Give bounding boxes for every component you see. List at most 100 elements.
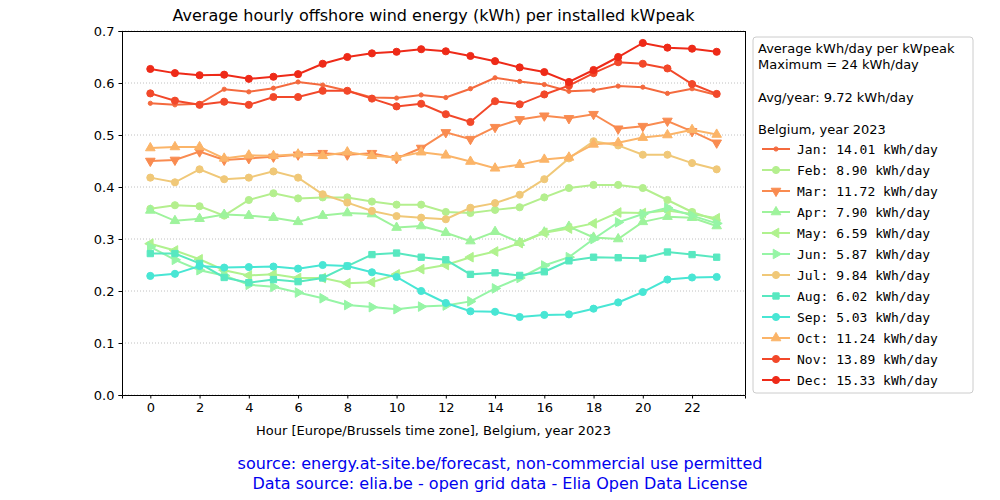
x-tick-mark bbox=[298, 395, 299, 399]
series-marker bbox=[392, 152, 402, 160]
x-tick-label: 16 bbox=[537, 400, 554, 415]
series-marker bbox=[490, 124, 500, 132]
series-marker bbox=[442, 216, 449, 223]
series-marker bbox=[270, 73, 277, 80]
series-marker bbox=[294, 71, 301, 78]
y-tick-label: 0.6 bbox=[94, 76, 115, 91]
series-marker bbox=[418, 214, 425, 221]
series-marker bbox=[466, 236, 476, 244]
y-tick: 0.0 bbox=[94, 388, 122, 403]
series-marker bbox=[170, 157, 180, 165]
series-marker bbox=[491, 200, 498, 207]
x-axis-line bbox=[123, 396, 746, 399]
series-marker bbox=[713, 166, 720, 173]
series-marker bbox=[541, 91, 548, 98]
series-marker bbox=[665, 203, 673, 213]
series-marker bbox=[638, 132, 648, 140]
series-marker bbox=[688, 160, 695, 167]
series-marker bbox=[170, 215, 180, 223]
series-marker bbox=[491, 98, 498, 105]
legend-marker bbox=[772, 376, 779, 383]
y-axis-line bbox=[119, 32, 123, 396]
series-marker bbox=[542, 82, 546, 86]
legend-label: Jul: 9.84 kWh/day bbox=[797, 268, 930, 283]
y-tick-mark bbox=[119, 291, 123, 292]
source-note: Data source: elia.be - open grid data - … bbox=[252, 474, 747, 493]
series-marker bbox=[517, 272, 523, 278]
series bbox=[146, 205, 722, 246]
series-marker bbox=[688, 274, 695, 281]
series-marker bbox=[147, 174, 154, 181]
series-marker bbox=[713, 273, 720, 280]
series-marker bbox=[639, 60, 646, 67]
series-marker bbox=[343, 207, 353, 215]
series-marker bbox=[639, 288, 646, 295]
frame bbox=[122, 31, 745, 32]
series-marker bbox=[540, 154, 550, 162]
series-marker bbox=[394, 96, 398, 100]
x-tick-mark bbox=[397, 395, 398, 399]
series-marker bbox=[270, 190, 277, 197]
series-marker bbox=[589, 139, 599, 147]
series-marker bbox=[245, 264, 252, 271]
series-marker bbox=[639, 151, 646, 158]
series-marker bbox=[613, 137, 623, 145]
series-line bbox=[150, 43, 716, 82]
series-marker bbox=[563, 224, 571, 234]
series-marker bbox=[221, 176, 228, 183]
x-tick-label: 20 bbox=[635, 400, 652, 415]
series-marker bbox=[591, 234, 599, 244]
series-marker bbox=[490, 247, 498, 257]
legend-marker bbox=[770, 228, 778, 238]
series-marker bbox=[663, 129, 673, 137]
series-marker bbox=[564, 152, 574, 160]
legend-box bbox=[753, 37, 973, 393]
x-tick: 10 bbox=[389, 395, 406, 415]
x-tick: 14 bbox=[487, 395, 504, 415]
legend: Average kWh/day per kWpeakMaximum = 24 k… bbox=[753, 37, 973, 393]
y-tick: 0.4 bbox=[94, 180, 122, 195]
series-marker bbox=[515, 159, 525, 167]
series-marker bbox=[713, 90, 720, 97]
legend-marker bbox=[771, 188, 781, 196]
series-marker bbox=[640, 209, 648, 219]
series-marker bbox=[195, 213, 205, 221]
series-marker bbox=[442, 48, 449, 55]
series-marker bbox=[664, 151, 671, 158]
x-tick: 4 bbox=[245, 395, 253, 415]
series-marker bbox=[147, 65, 154, 72]
series-marker bbox=[714, 219, 722, 229]
series-marker bbox=[664, 44, 671, 51]
series-marker bbox=[714, 254, 720, 260]
legend-marker bbox=[772, 166, 779, 173]
series-marker bbox=[368, 207, 375, 214]
source-note: source: energy.at-site.be/forecast, non-… bbox=[238, 454, 763, 473]
x-tick-mark bbox=[347, 395, 348, 399]
series-line bbox=[150, 265, 716, 317]
series-marker bbox=[295, 278, 301, 284]
series-marker bbox=[196, 166, 203, 173]
series-marker bbox=[441, 150, 451, 158]
series-marker bbox=[369, 302, 377, 312]
legend-entry: Jul: 9.84 kWh/day bbox=[762, 268, 930, 283]
series-marker bbox=[418, 201, 425, 208]
series-line bbox=[150, 78, 716, 105]
legend-entry: Sep: 5.03 kWh/day bbox=[762, 310, 930, 325]
series bbox=[147, 59, 720, 126]
x-tick-mark bbox=[544, 395, 545, 399]
series-marker bbox=[318, 210, 328, 218]
series-marker bbox=[466, 156, 476, 164]
series-marker bbox=[393, 213, 400, 220]
series-marker bbox=[588, 219, 596, 229]
legend-label: Aug: 6.02 kWh/day bbox=[797, 289, 930, 304]
y-tick-mark bbox=[119, 83, 123, 84]
series-marker bbox=[344, 262, 351, 269]
series-marker bbox=[689, 211, 697, 221]
series-marker bbox=[441, 227, 451, 235]
series-marker bbox=[539, 228, 547, 238]
x-tick-label: 6 bbox=[294, 400, 302, 415]
legend-marker bbox=[772, 271, 779, 278]
series-marker bbox=[294, 93, 301, 100]
series-marker bbox=[246, 280, 252, 286]
series-marker bbox=[271, 282, 279, 292]
